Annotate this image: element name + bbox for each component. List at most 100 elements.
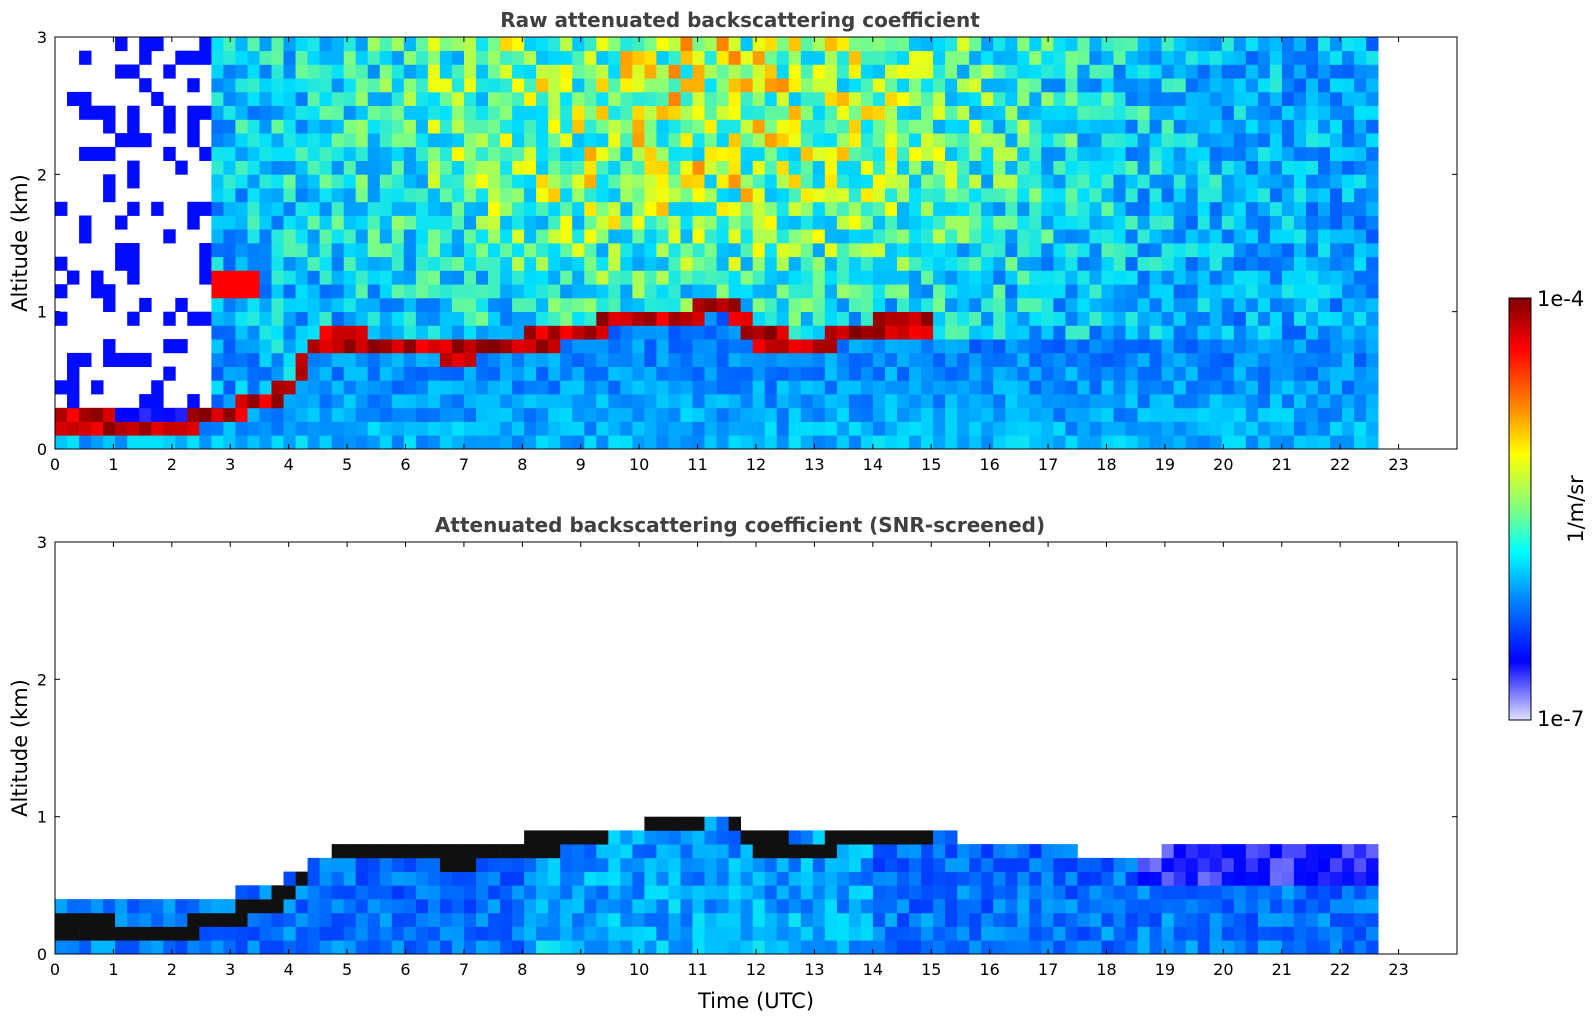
heatmap-cell bbox=[1065, 78, 1078, 93]
heatmap-cell bbox=[331, 256, 345, 271]
heatmap-cell bbox=[668, 50, 681, 65]
heatmap-cell bbox=[403, 297, 417, 312]
heatmap-cell bbox=[1318, 215, 1331, 230]
heatmap-cell bbox=[331, 421, 345, 436]
heatmap-cell bbox=[331, 78, 345, 93]
heatmap-cell bbox=[1005, 174, 1018, 189]
heatmap-cell bbox=[1137, 366, 1150, 381]
heatmap-cell bbox=[283, 912, 296, 927]
heatmap-cell bbox=[1065, 339, 1078, 354]
heatmap-cell bbox=[933, 229, 946, 244]
heatmap-cell bbox=[692, 119, 705, 134]
heatmap-cell bbox=[1185, 926, 1199, 941]
heatmap-cell bbox=[379, 37, 393, 52]
heatmap-cell bbox=[776, 435, 790, 450]
heatmap-cell bbox=[560, 926, 573, 941]
heatmap-cell bbox=[848, 407, 862, 422]
heatmap-cell bbox=[259, 37, 272, 52]
heatmap-cell bbox=[993, 105, 1006, 120]
heatmap-cell bbox=[704, 352, 717, 367]
x-tick-label: 13 bbox=[804, 960, 824, 979]
heatmap-cell bbox=[836, 394, 850, 409]
heatmap-cell bbox=[993, 394, 1006, 409]
heatmap-cell bbox=[1197, 105, 1211, 120]
heatmap-cell bbox=[391, 407, 405, 422]
heatmap-cell bbox=[223, 201, 236, 216]
heatmap-cell bbox=[488, 119, 501, 134]
heatmap-cell bbox=[572, 37, 585, 52]
heatmap-cell bbox=[1101, 871, 1114, 886]
heatmap-cell bbox=[1354, 844, 1367, 859]
heatmap-cell bbox=[1269, 311, 1283, 326]
heatmap-cell bbox=[307, 64, 320, 79]
heatmap-cell bbox=[403, 844, 417, 859]
heatmap-cell bbox=[1017, 78, 1030, 93]
heatmap-cell bbox=[812, 256, 826, 271]
heatmap-cell bbox=[379, 435, 393, 450]
heatmap-cell bbox=[945, 119, 958, 134]
heatmap-cell bbox=[319, 885, 332, 900]
heatmap-cell bbox=[451, 940, 465, 955]
heatmap-cell bbox=[1125, 188, 1138, 203]
heatmap-cell bbox=[572, 229, 585, 244]
heatmap-cell bbox=[860, 229, 874, 244]
heatmap-cell bbox=[981, 243, 994, 258]
heatmap-cell bbox=[379, 844, 393, 859]
heatmap-cell bbox=[403, 270, 417, 285]
heatmap-cell bbox=[512, 215, 525, 230]
heatmap-cell bbox=[91, 926, 104, 941]
heatmap-cell bbox=[271, 133, 284, 148]
heatmap-cell bbox=[476, 256, 489, 271]
heatmap-cell bbox=[764, 899, 778, 914]
heatmap-cell bbox=[572, 325, 585, 340]
heatmap-cell bbox=[885, 830, 898, 845]
heatmap-cell bbox=[259, 188, 272, 203]
heatmap-cell bbox=[764, 366, 778, 381]
heatmap-cell bbox=[139, 37, 152, 52]
heatmap-cell bbox=[500, 380, 513, 395]
heatmap-cell bbox=[55, 256, 68, 271]
heatmap-cell bbox=[488, 256, 501, 271]
heatmap-cell bbox=[860, 885, 874, 900]
heatmap-cell bbox=[319, 940, 332, 955]
heatmap-cell bbox=[1137, 857, 1150, 872]
heatmap-cell bbox=[331, 871, 345, 886]
heatmap-cell bbox=[235, 352, 248, 367]
heatmap-cell bbox=[536, 105, 549, 120]
heatmap-cell bbox=[163, 366, 176, 381]
heatmap-cell bbox=[464, 284, 477, 299]
heatmap-cell bbox=[909, 940, 922, 955]
heatmap-cell bbox=[488, 243, 501, 258]
heatmap-cell bbox=[584, 201, 597, 216]
heatmap-cell bbox=[211, 311, 224, 326]
heatmap-cell bbox=[1077, 407, 1090, 422]
heatmap-cell bbox=[608, 256, 621, 271]
heatmap-cell bbox=[1366, 119, 1379, 134]
heatmap-cell bbox=[1029, 78, 1042, 93]
heatmap-cell bbox=[1005, 270, 1018, 285]
heatmap-cell bbox=[824, 91, 838, 106]
heatmap-cell bbox=[1209, 421, 1223, 436]
heatmap-cell bbox=[451, 146, 465, 161]
heatmap-cell bbox=[512, 243, 525, 258]
heatmap-cell bbox=[1257, 311, 1271, 326]
heatmap-cell bbox=[355, 912, 369, 927]
heatmap-cell bbox=[1197, 160, 1211, 175]
heatmap-cell bbox=[656, 91, 669, 106]
heatmap-cell bbox=[644, 421, 657, 436]
heatmap-cell bbox=[476, 857, 489, 872]
heatmap-cell bbox=[67, 940, 80, 955]
heatmap-cell bbox=[1354, 201, 1367, 216]
heatmap-cell bbox=[1137, 899, 1150, 914]
heatmap-cell bbox=[981, 940, 994, 955]
heatmap-cell bbox=[668, 160, 681, 175]
heatmap-cell bbox=[1293, 885, 1307, 900]
heatmap-cell bbox=[295, 215, 308, 230]
heatmap-cell bbox=[1137, 297, 1150, 312]
heatmap-cell bbox=[391, 146, 405, 161]
heatmap-cell bbox=[824, 201, 838, 216]
heatmap-cell bbox=[560, 119, 573, 134]
heatmap-cell bbox=[1233, 105, 1247, 120]
heatmap-cell bbox=[584, 78, 597, 93]
heatmap-cell bbox=[1366, 297, 1379, 312]
